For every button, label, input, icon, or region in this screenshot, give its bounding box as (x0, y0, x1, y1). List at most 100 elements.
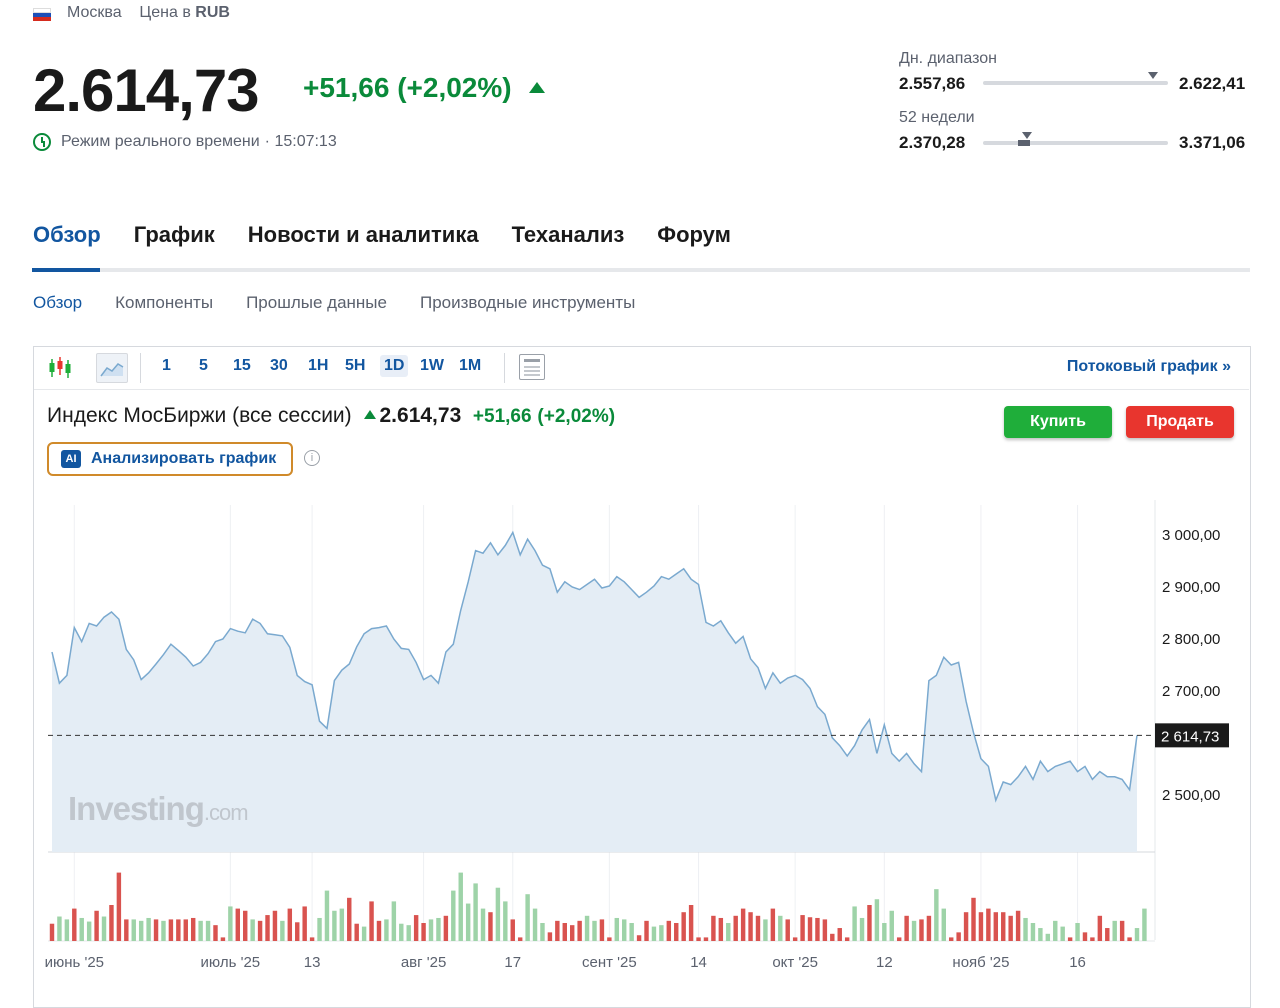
volume-bar (1008, 915, 1013, 941)
interval-15[interactable]: 15 (233, 357, 251, 374)
buy-button[interactable]: Купить (1004, 406, 1112, 438)
analyze-chart-button[interactable]: AI Анализировать график (47, 442, 293, 476)
price-line (51, 530, 1138, 803)
week52-range-fill (1018, 140, 1030, 146)
volume-bar (302, 906, 307, 941)
volume-bar (176, 919, 181, 941)
x-tick-label: сент '25 (582, 954, 637, 971)
location-currency: Москва Цена в RUB (67, 4, 230, 22)
volume-bar (607, 937, 612, 941)
tab-forum[interactable]: Форум (657, 222, 731, 247)
interval-30[interactable]: 30 (270, 357, 288, 374)
volume-bar (168, 919, 174, 941)
volume-bar (146, 917, 151, 941)
tab-news[interactable]: Новости и аналитика (247, 222, 479, 247)
interval-5[interactable]: 5 (199, 357, 208, 374)
volume-bar (584, 915, 590, 941)
volume-bar (72, 908, 77, 941)
volume-bar (1119, 920, 1125, 941)
volume-bar (347, 897, 352, 941)
volume-bar (384, 919, 389, 941)
info-icon[interactable]: i (304, 450, 320, 466)
volume-bar (324, 890, 330, 941)
volume-bar (1015, 910, 1021, 941)
last-price: 2.614,73 (33, 57, 260, 124)
interval-1h[interactable]: 1H (308, 357, 329, 374)
volume-bar (614, 917, 620, 941)
volume-bar (94, 910, 99, 941)
volume-bar (1030, 923, 1036, 941)
day-range-low: 2.557,86 (899, 74, 966, 93)
volume-bar (859, 917, 865, 941)
volume-bar (629, 923, 634, 941)
subtab-derivatives[interactable]: Производные инструменты (419, 293, 636, 312)
volume-bar (57, 916, 62, 941)
up-arrow-icon (529, 82, 546, 93)
volume-bar (213, 925, 218, 941)
streaming-chart-link[interactable]: Потоковый график » (1066, 358, 1231, 375)
interval-5h[interactable]: 5H (345, 357, 366, 374)
volume-bar (101, 916, 107, 941)
sell-button[interactable]: Продать (1126, 406, 1234, 438)
interval-1d[interactable]: 1D (380, 355, 409, 377)
x-tick-label: июнь '25 (45, 954, 104, 971)
currency-prefix: Цена в (139, 4, 191, 21)
volume-bar (726, 923, 731, 941)
volume-bar (1001, 912, 1006, 941)
candlestick-icon[interactable] (48, 356, 74, 380)
interval-1m[interactable]: 1M (459, 357, 482, 374)
y-tick-label: 2 800,00 (1162, 631, 1220, 648)
interval-1[interactable]: 1 (162, 357, 171, 374)
volume-bar (287, 908, 293, 941)
tab-technical[interactable]: Теханализ (511, 222, 625, 247)
interval-1w[interactable]: 1W (420, 357, 444, 374)
volume-bar (696, 937, 701, 941)
tab-chart[interactable]: График (133, 222, 215, 247)
volume-bar (822, 919, 828, 941)
volume-bar (243, 910, 248, 941)
area-chart-icon (100, 363, 124, 377)
tab-overview[interactable]: Обзор (33, 222, 101, 247)
current-price-label: 2 614,73 (1161, 728, 1219, 745)
volume-bar (1105, 928, 1110, 941)
instrument-change: +51,66 (472, 406, 532, 427)
subtab-historical[interactable]: Прошлые данные (246, 293, 387, 312)
volume-bar (740, 908, 746, 941)
watermark-suffix: .com (204, 800, 248, 825)
volume-bar (1045, 933, 1051, 941)
volume-bar (911, 920, 917, 941)
volume-bar (1142, 908, 1147, 941)
volume-bar (569, 925, 575, 941)
instrument-line: Индекс МосБиржи (все сессии) 2.614,73 +5… (47, 404, 615, 428)
volume-bar (280, 920, 285, 941)
volume-bar (49, 923, 55, 941)
subtab-overview[interactable]: Обзор (33, 293, 83, 312)
volume-bar (198, 920, 203, 941)
volume-bar (748, 912, 753, 941)
volume-bar (770, 908, 776, 941)
volume-bar (807, 917, 813, 941)
x-tick-label: авг '25 (401, 954, 447, 971)
volume-bar (473, 883, 478, 941)
volume-bar (228, 906, 233, 941)
volume-bar (874, 899, 880, 941)
week52-range-label: 52 недели (899, 109, 975, 126)
area-chart-button[interactable] (96, 353, 128, 383)
toolbar-divider (140, 353, 141, 383)
x-tick-label: 17 (504, 954, 521, 971)
volume-bar (309, 937, 315, 941)
volume-bar (547, 932, 553, 941)
volume-bar (257, 920, 263, 941)
volume-bar (592, 920, 597, 941)
volume-bar (220, 937, 226, 941)
volume-bar (1134, 928, 1140, 941)
volume-bar (153, 919, 159, 941)
volume-bar (659, 925, 664, 941)
realtime-status: Режим реального времени · 15:07:13 (33, 133, 337, 151)
volume-bar (161, 920, 166, 941)
volume-bar (800, 915, 805, 941)
subtab-components[interactable]: Компоненты (115, 293, 214, 312)
chart-toolbar: 1 5 15 30 1H 5H 1D 1W 1M Потоковый графи… (34, 347, 1249, 390)
table-view-icon[interactable] (519, 354, 545, 380)
volume-bar (250, 919, 255, 941)
